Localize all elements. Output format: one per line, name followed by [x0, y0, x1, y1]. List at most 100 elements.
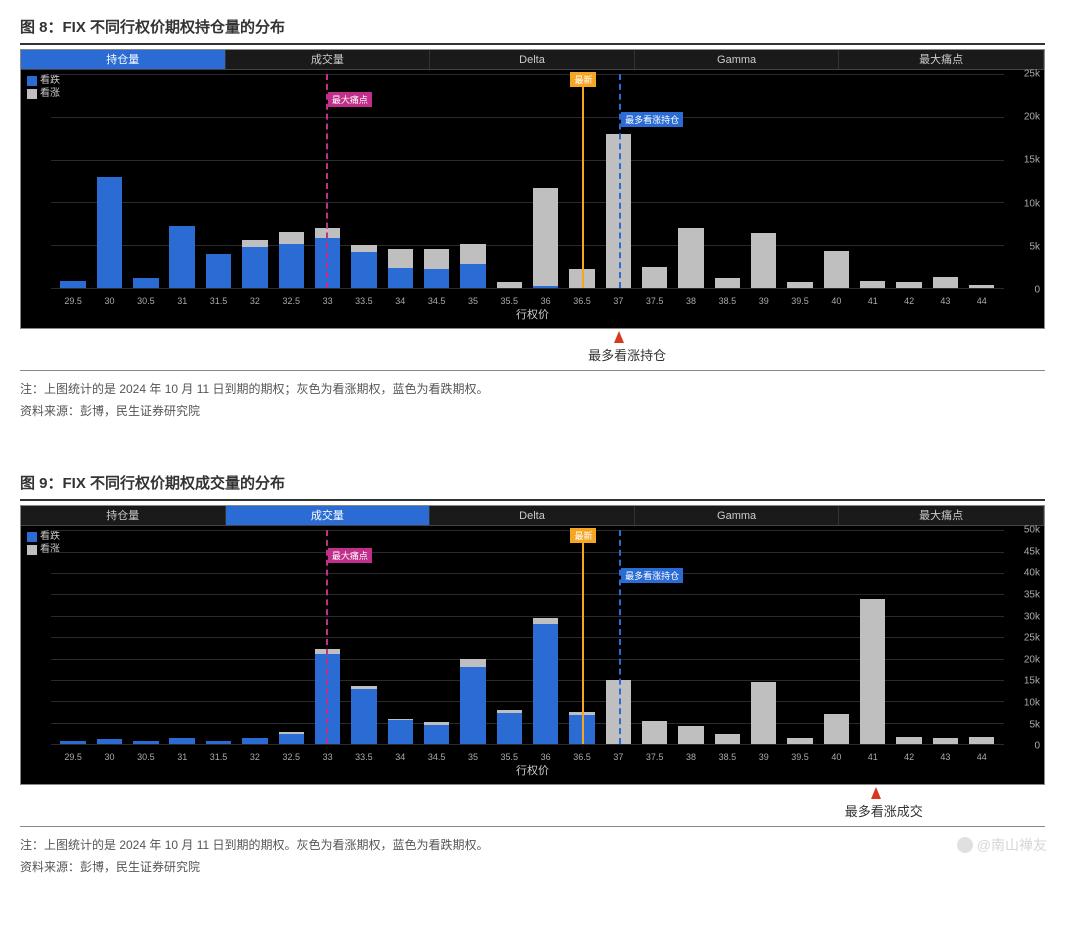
- x-tick: 38.5: [709, 296, 745, 306]
- call-bar: [824, 251, 849, 288]
- y-tick: 0: [1034, 285, 1040, 296]
- tab-持仓量[interactable]: 持仓量: [21, 50, 226, 69]
- call-swatch: [27, 89, 37, 99]
- bar-slot: [782, 74, 818, 288]
- figure-8: 图 8：FIX 不同行权价期权持仓量的分布 持仓量成交量DeltaGamma最大…: [20, 10, 1045, 426]
- x-tick: 35: [455, 296, 491, 306]
- bar-slot: [818, 74, 854, 288]
- most-call-line-label: 最多看涨持仓: [621, 112, 683, 127]
- x-tick: 37.5: [637, 752, 673, 762]
- fig9-tabs: 持仓量成交量DeltaGamma最大痛点: [21, 506, 1044, 526]
- x-tick: 33: [309, 296, 345, 306]
- y-tick: 35k: [1024, 589, 1040, 600]
- x-tick: 39: [746, 752, 782, 762]
- fig8-chart: 持仓量成交量DeltaGamma最大痛点 看跌 看涨 最大痛点最新最多看涨持仓 …: [20, 49, 1045, 329]
- tab-最大痛点[interactable]: 最大痛点: [839, 50, 1044, 69]
- bar-slot: [91, 74, 127, 288]
- call-bar: [279, 232, 304, 244]
- fig8-title: 图 8：FIX 不同行权价期权持仓量的分布: [20, 10, 1045, 43]
- note-text: 注：上图统计的是 2024 年 10 月 11 日到期的期权。灰色为看涨期权，蓝…: [20, 835, 1045, 857]
- bar-slot: [164, 74, 200, 288]
- max-pain-line-label: 最大痛点: [328, 92, 372, 107]
- put-bar: [242, 738, 267, 744]
- call-bar: [933, 277, 958, 288]
- x-tick: 39: [746, 296, 782, 306]
- bar-slot: [128, 530, 164, 744]
- bar-slot: [237, 530, 273, 744]
- y-tick: 20k: [1024, 112, 1040, 123]
- x-tick: 36: [527, 296, 563, 306]
- bar-slot: [455, 530, 491, 744]
- max-pain-line-label: 最大痛点: [328, 548, 372, 563]
- most-call-line-label: 最多看涨持仓: [621, 568, 683, 583]
- x-tick: 29.5: [55, 752, 91, 762]
- call-bar: [497, 282, 522, 288]
- bar-slot: [927, 74, 963, 288]
- call-bar: [388, 249, 413, 268]
- x-axis-title: 行权价: [21, 762, 1044, 778]
- x-tick: 40: [818, 296, 854, 306]
- tab-成交量[interactable]: 成交量: [226, 506, 431, 525]
- call-bar: [715, 734, 740, 744]
- call-bar: [751, 233, 776, 288]
- tab-Delta[interactable]: Delta: [430, 506, 635, 525]
- bar-slot: [491, 74, 527, 288]
- call-bar: [787, 738, 812, 744]
- x-tick: 37: [600, 752, 636, 762]
- x-tick: 30.5: [128, 752, 164, 762]
- call-bar: [642, 267, 667, 288]
- figure-9: 图 9：FIX 不同行权价期权成交量的分布 持仓量成交量DeltaGamma最大…: [20, 466, 1045, 882]
- bar-slot: [491, 530, 527, 744]
- latest-line-label: 最新: [570, 72, 596, 87]
- x-tick: 37: [600, 296, 636, 306]
- call-bar: [896, 282, 921, 288]
- y-tick: 45k: [1024, 546, 1040, 557]
- bar-slot: [200, 74, 236, 288]
- watermark: @南山禅友: [957, 835, 1047, 855]
- call-bar: [860, 599, 885, 745]
- tab-成交量[interactable]: 成交量: [226, 50, 431, 69]
- call-bar: [642, 721, 667, 745]
- most-call-line: [619, 74, 621, 288]
- put-bar: [460, 264, 485, 288]
- fig8-plot: 最大痛点 最新最多看涨持仓: [51, 74, 1004, 288]
- put-bar: [351, 689, 376, 745]
- fig8-callout: 最多看涨持仓: [20, 331, 1045, 364]
- x-tick: 36.5: [564, 296, 600, 306]
- fig8-xlabels: 29.53030.53131.53232.53333.53434.53535.5…: [51, 296, 1004, 306]
- put-bar: [460, 667, 485, 744]
- y-tick: 25k: [1024, 69, 1040, 80]
- bar-slot: [855, 530, 891, 744]
- x-tick: 33.5: [346, 296, 382, 306]
- bar-slot: [164, 530, 200, 744]
- call-swatch: [27, 545, 37, 555]
- fig8-notes: 注：上图统计的是 2024 年 10 月 11 日到期的期权；灰色为看涨期权，蓝…: [20, 375, 1045, 426]
- y-tick: 15k: [1024, 155, 1040, 166]
- put-bar: [206, 741, 231, 744]
- bar-slot: [964, 530, 1000, 744]
- y-tick: 15k: [1024, 676, 1040, 687]
- put-bar: [351, 252, 376, 288]
- x-tick: 33: [309, 752, 345, 762]
- tab-最大痛点[interactable]: 最大痛点: [839, 506, 1044, 525]
- tab-持仓量[interactable]: 持仓量: [21, 506, 226, 525]
- divider: [20, 43, 1045, 45]
- weibo-icon: [957, 837, 973, 853]
- tab-Gamma[interactable]: Gamma: [635, 50, 840, 69]
- x-tick: 32.5: [273, 752, 309, 762]
- x-tick: 43: [927, 752, 963, 762]
- y-tick: 40k: [1024, 568, 1040, 579]
- x-tick: 40: [818, 752, 854, 762]
- tab-Gamma[interactable]: Gamma: [635, 506, 840, 525]
- bar-slot: [382, 74, 418, 288]
- fig9-title: 图 9：FIX 不同行权价期权成交量的分布: [20, 466, 1045, 499]
- call-bar: [678, 726, 703, 744]
- call-bar: [896, 737, 921, 744]
- y-tick: 0: [1034, 741, 1040, 752]
- x-tick: 38.5: [709, 752, 745, 762]
- put-bar: [533, 286, 558, 288]
- y-tick: 20k: [1024, 654, 1040, 665]
- bar-slot: [527, 530, 563, 744]
- y-tick: 10k: [1024, 198, 1040, 209]
- tab-Delta[interactable]: Delta: [430, 50, 635, 69]
